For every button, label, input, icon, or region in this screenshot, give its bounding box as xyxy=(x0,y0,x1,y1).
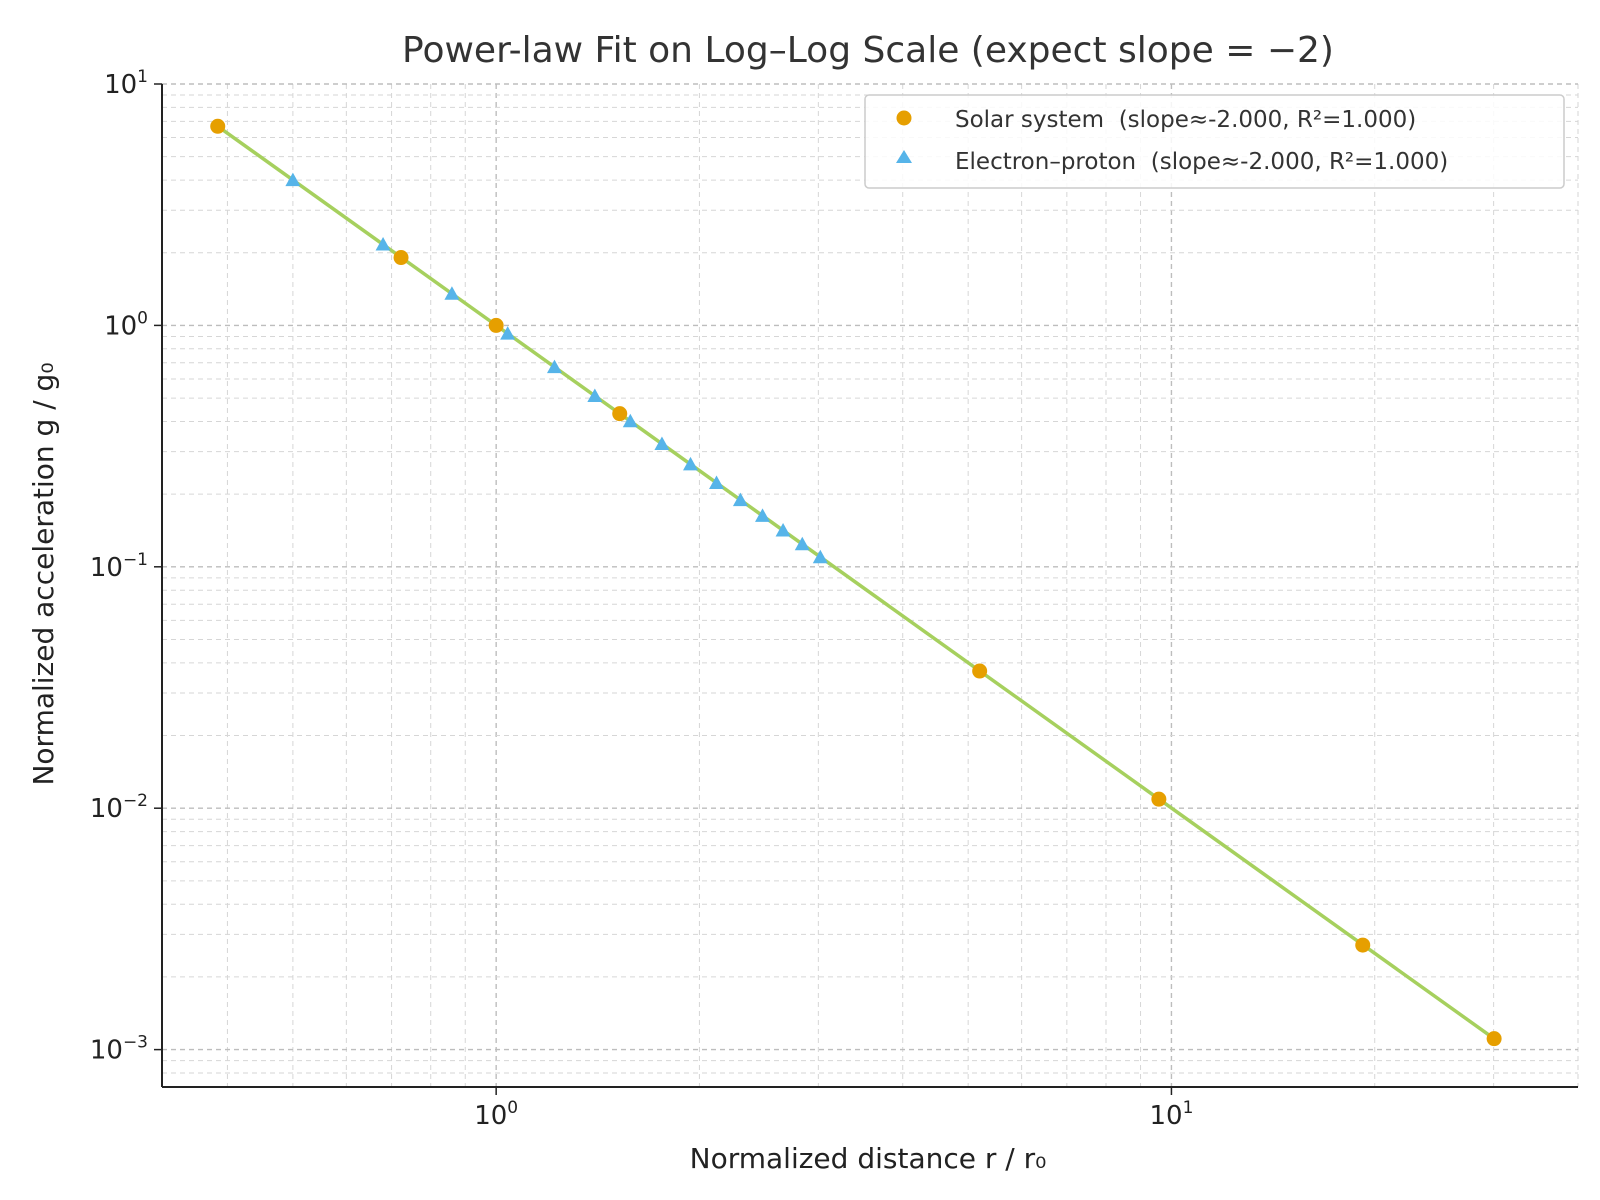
solar-point xyxy=(1355,937,1371,953)
electron-point xyxy=(812,549,828,564)
electron-point xyxy=(683,456,699,471)
solar-point xyxy=(393,250,409,266)
legend: Solar system (slope≈-2.000, R²=1.000) El… xyxy=(864,94,1565,189)
x-tick-label: 100 xyxy=(474,1098,518,1131)
y-tick-label: 10−2 xyxy=(90,791,148,824)
x-axis-label: Normalized distance r / r₀ xyxy=(690,1142,1047,1175)
electron-point xyxy=(500,326,516,340)
y-tick-label: 10−1 xyxy=(90,550,148,583)
electron-point xyxy=(285,172,301,187)
electron-point xyxy=(709,475,725,489)
y-tick-label: 100 xyxy=(104,308,148,341)
legend-label-electron: Electron–proton (slope≈-2.000, R²=1.000) xyxy=(955,149,1448,175)
legend-box xyxy=(864,94,1565,189)
solar-point xyxy=(1486,1031,1502,1047)
electron-point xyxy=(587,388,603,402)
electron-point xyxy=(444,286,460,300)
electron-point xyxy=(755,508,771,522)
legend-label-solar: Solar system (slope≈-2.000, R²=1.000) xyxy=(955,107,1416,133)
tick-labels: 100 101 101 100 10−1 10−2 10−3 xyxy=(90,67,1194,1131)
electron-point xyxy=(375,237,391,251)
legend-marker-electron xyxy=(896,150,912,163)
y-tick-label: 101 xyxy=(104,67,148,100)
electron-point xyxy=(622,413,638,428)
fit-line xyxy=(216,124,1496,1041)
legend-marker-solar xyxy=(896,110,912,126)
fit-line-group xyxy=(216,124,1496,1041)
y-tick-label: 10−3 xyxy=(90,1033,148,1066)
x-tick-label: 101 xyxy=(1149,1098,1193,1131)
solar-point xyxy=(612,406,628,422)
electron-point xyxy=(654,436,670,450)
solar-point xyxy=(488,317,504,333)
electron-point xyxy=(775,523,791,537)
electron-point xyxy=(794,536,810,551)
solar-point xyxy=(210,118,226,134)
y-axis-label: Normalized acceleration g / g₀ xyxy=(27,362,60,785)
solar-point xyxy=(972,663,988,679)
data-points xyxy=(210,118,1502,1047)
solar-point xyxy=(1151,791,1167,807)
chart-title: Power-law Fit on Log–Log Scale (expect s… xyxy=(402,30,1334,71)
electron-point xyxy=(546,359,562,374)
electron-point xyxy=(732,492,748,507)
axes xyxy=(161,84,1578,1088)
